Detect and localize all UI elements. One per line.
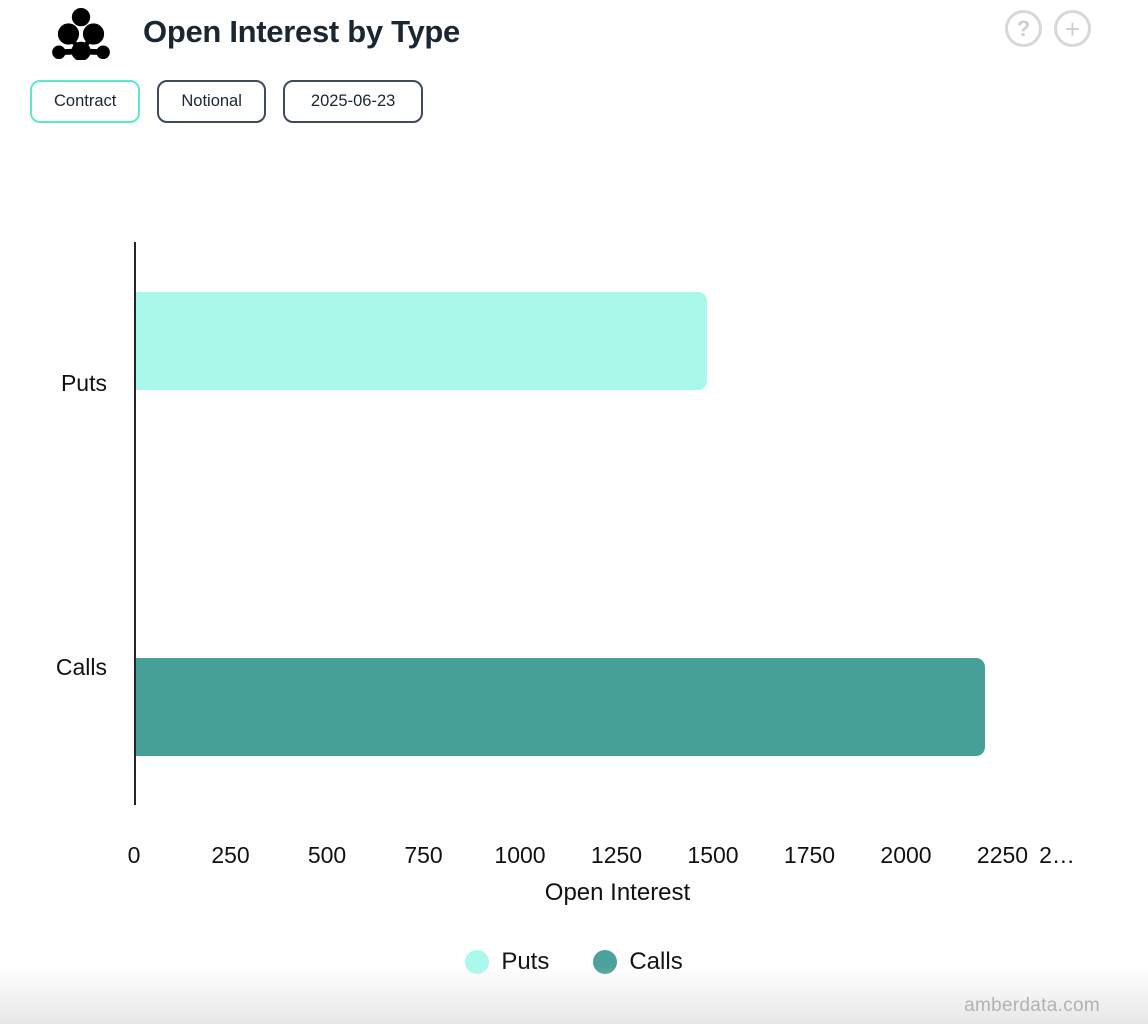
watermark: amberdata.com — [964, 995, 1100, 1016]
x-tick-label: 1750 — [783, 842, 836, 868]
date-selector-button[interactable]: 2025-06-23 — [282, 80, 424, 123]
x-tick-label: 1000 — [494, 842, 546, 868]
toolbar: Contract Notional 2025-06-23 — [30, 80, 440, 123]
category-label-puts: Puts — [60, 370, 107, 396]
x-tick-label: 2250 — [976, 842, 1029, 868]
legend-dot-puts — [465, 950, 490, 974]
bar-puts[interactable] — [136, 292, 707, 390]
x-tick-label: 250 — [211, 842, 250, 868]
legend-item-calls[interactable]: Calls — [593, 948, 683, 976]
contract-toggle-button[interactable]: Contract — [30, 80, 141, 123]
chart-legend: Puts Calls — [0, 948, 1148, 976]
x-tick-label: 0 — [127, 842, 141, 868]
y-axis-line — [134, 242, 136, 805]
x-tick-label: 2… — [1039, 842, 1075, 868]
amberdata-logo-icon — [52, 8, 110, 60]
legend-item-puts[interactable]: Puts — [465, 948, 549, 976]
add-icon[interactable]: + — [1054, 10, 1091, 47]
x-axis-title: Open Interest — [544, 879, 691, 906]
legend-label: Calls — [629, 948, 683, 975]
legend-label: Puts — [501, 948, 550, 975]
x-tick-label: 1500 — [687, 842, 739, 868]
notional-toggle-button[interactable]: Notional — [157, 80, 266, 123]
help-icon[interactable]: ? — [1005, 10, 1042, 47]
x-tick-label: 1250 — [590, 842, 643, 868]
x-tick-label: 750 — [404, 842, 443, 868]
x-tick-label: 2000 — [880, 842, 932, 868]
add-icon-glyph: + — [1064, 13, 1081, 44]
bar-calls[interactable] — [136, 658, 985, 756]
page-title: Open Interest by Type — [143, 14, 460, 49]
legend-dot-calls — [593, 950, 618, 974]
help-icon-glyph: ? — [1016, 15, 1031, 41]
category-label-calls: Calls — [55, 654, 107, 680]
x-tick-label: 500 — [307, 842, 347, 868]
